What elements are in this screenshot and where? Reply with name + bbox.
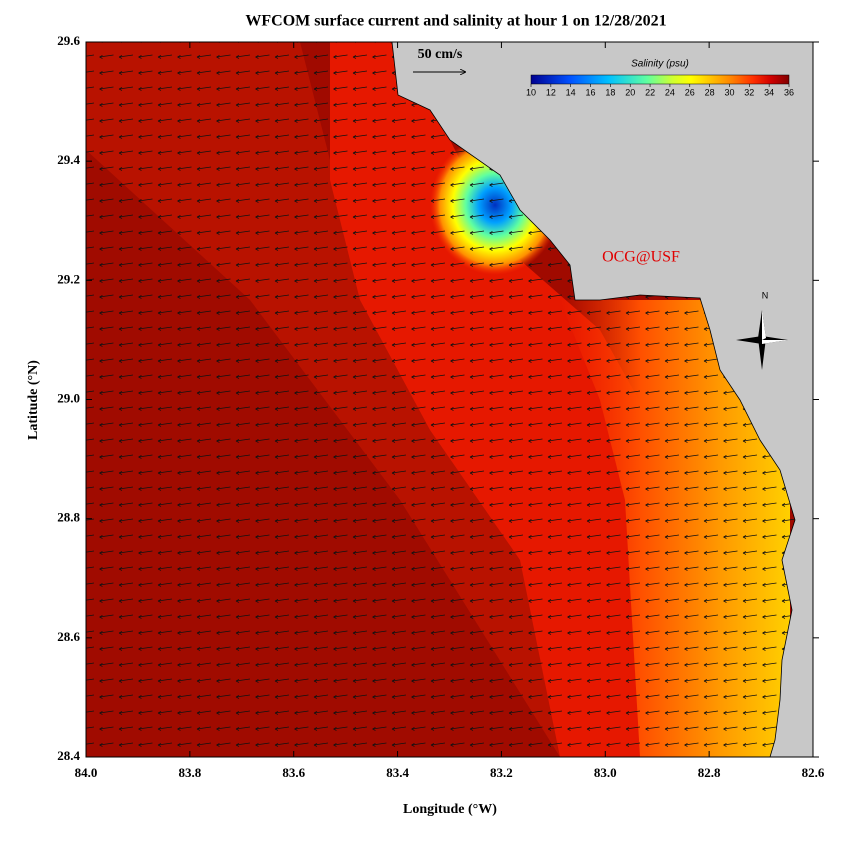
y-tick-label: 29.2 — [57, 271, 80, 286]
x-tick-label: 83.6 — [282, 765, 305, 780]
colorbar-tick-label: 30 — [724, 87, 734, 97]
title: WFCOM surface current and salinity at ho… — [245, 13, 666, 30]
x-tick-label: 83.8 — [178, 765, 201, 780]
colorbar-title: Salinity (psu) — [631, 59, 689, 70]
x-tick-label: 82.6 — [802, 765, 825, 780]
colorbar-tick-label: 20 — [625, 87, 635, 97]
colorbar — [530, 74, 790, 85]
compass-rose — [736, 310, 788, 370]
colorbar-tick-label: 16 — [586, 87, 596, 97]
x-tick-label: 83.2 — [490, 765, 513, 780]
colorbar-tick-label: 32 — [744, 87, 754, 97]
colorbar-tick-label: 12 — [546, 87, 556, 97]
colorbar-tick-label: 14 — [566, 87, 576, 97]
colorbar-tick-label: 18 — [605, 87, 615, 97]
colorbar-tick-label: 22 — [645, 87, 655, 97]
y-tick-label: 28.6 — [57, 629, 80, 644]
y-tick-label: 29.0 — [57, 390, 80, 405]
y-tick-label: 28.4 — [57, 748, 80, 763]
colorbar-tick-label: 36 — [784, 87, 794, 97]
colorbar-tick-label: 10 — [526, 87, 536, 97]
y-axis-label: Latitude (°N) — [26, 360, 41, 440]
credit: OCG@USF — [602, 249, 680, 266]
colorbar-tick-label: 24 — [665, 87, 675, 97]
x-tick-label: 83.4 — [386, 765, 409, 780]
scale-label: 50 cm/s — [418, 47, 463, 62]
x-tick-label: 83.0 — [594, 765, 617, 780]
colorbar-tick-label: 28 — [705, 87, 715, 97]
colorbar-tick-label: 26 — [685, 87, 695, 97]
colorbar-tick-label: 34 — [764, 87, 774, 97]
y-tick-label: 28.8 — [57, 510, 80, 525]
y-tick-label: 29.6 — [57, 33, 80, 48]
x-tick-label: 82.8 — [698, 765, 721, 780]
salinity-field — [86, 42, 813, 757]
x-tick-label: 84.0 — [75, 765, 98, 780]
x-axis-label: Longitude (°W) — [403, 802, 497, 817]
compass-label: N — [762, 290, 769, 300]
y-tick-label: 29.4 — [57, 152, 80, 167]
